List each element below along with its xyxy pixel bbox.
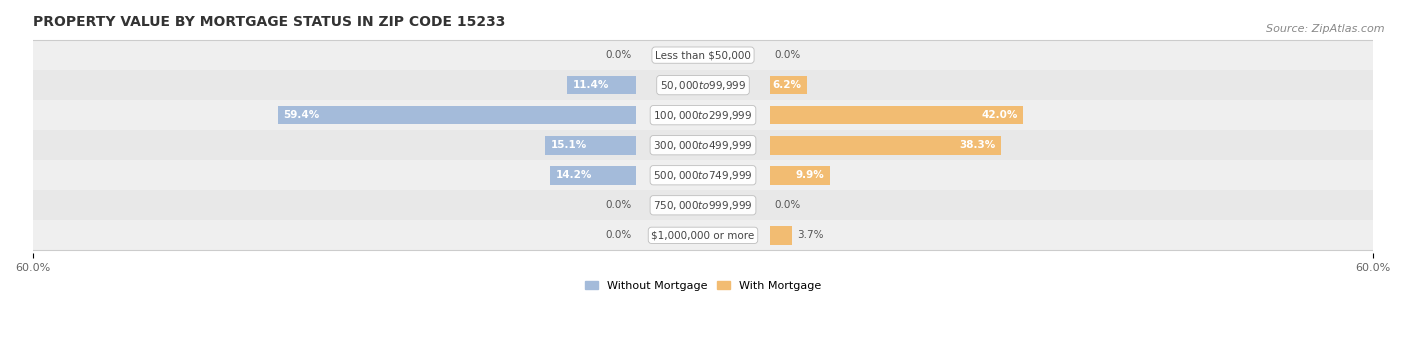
Bar xyxy=(32,220,1374,250)
Bar xyxy=(32,100,1374,130)
Bar xyxy=(770,226,793,244)
Text: $750,000 to $999,999: $750,000 to $999,999 xyxy=(654,199,752,212)
Text: $500,000 to $749,999: $500,000 to $749,999 xyxy=(654,169,752,182)
Bar xyxy=(567,76,636,94)
Bar xyxy=(546,136,636,154)
Bar xyxy=(32,130,1374,160)
Text: 0.0%: 0.0% xyxy=(605,50,631,60)
Text: 59.4%: 59.4% xyxy=(283,110,319,120)
Text: 9.9%: 9.9% xyxy=(796,170,824,180)
Text: 15.1%: 15.1% xyxy=(550,140,586,150)
Bar xyxy=(32,40,1374,70)
Text: Less than $50,000: Less than $50,000 xyxy=(655,50,751,60)
Text: $50,000 to $99,999: $50,000 to $99,999 xyxy=(659,79,747,92)
Bar xyxy=(32,190,1374,220)
Text: 38.3%: 38.3% xyxy=(959,140,995,150)
Text: $1,000,000 or more: $1,000,000 or more xyxy=(651,230,755,240)
Text: 6.2%: 6.2% xyxy=(773,80,801,90)
Text: 42.0%: 42.0% xyxy=(981,110,1018,120)
Text: 3.7%: 3.7% xyxy=(797,230,824,240)
Text: $300,000 to $499,999: $300,000 to $499,999 xyxy=(654,139,752,152)
Legend: Without Mortgage, With Mortgage: Without Mortgage, With Mortgage xyxy=(581,276,825,295)
Text: 0.0%: 0.0% xyxy=(775,50,801,60)
Text: 0.0%: 0.0% xyxy=(775,200,801,210)
Text: 14.2%: 14.2% xyxy=(555,170,592,180)
Text: 11.4%: 11.4% xyxy=(572,80,609,90)
Text: Source: ZipAtlas.com: Source: ZipAtlas.com xyxy=(1267,24,1385,34)
Bar xyxy=(770,166,830,184)
Bar xyxy=(770,136,1001,154)
Bar xyxy=(32,70,1374,100)
Text: $100,000 to $299,999: $100,000 to $299,999 xyxy=(654,109,752,122)
Bar xyxy=(550,166,636,184)
Bar xyxy=(32,160,1374,190)
Text: 0.0%: 0.0% xyxy=(605,200,631,210)
Text: 0.0%: 0.0% xyxy=(605,230,631,240)
Bar xyxy=(770,106,1024,124)
Bar xyxy=(770,76,807,94)
Text: PROPERTY VALUE BY MORTGAGE STATUS IN ZIP CODE 15233: PROPERTY VALUE BY MORTGAGE STATUS IN ZIP… xyxy=(32,15,505,29)
Bar xyxy=(277,106,636,124)
